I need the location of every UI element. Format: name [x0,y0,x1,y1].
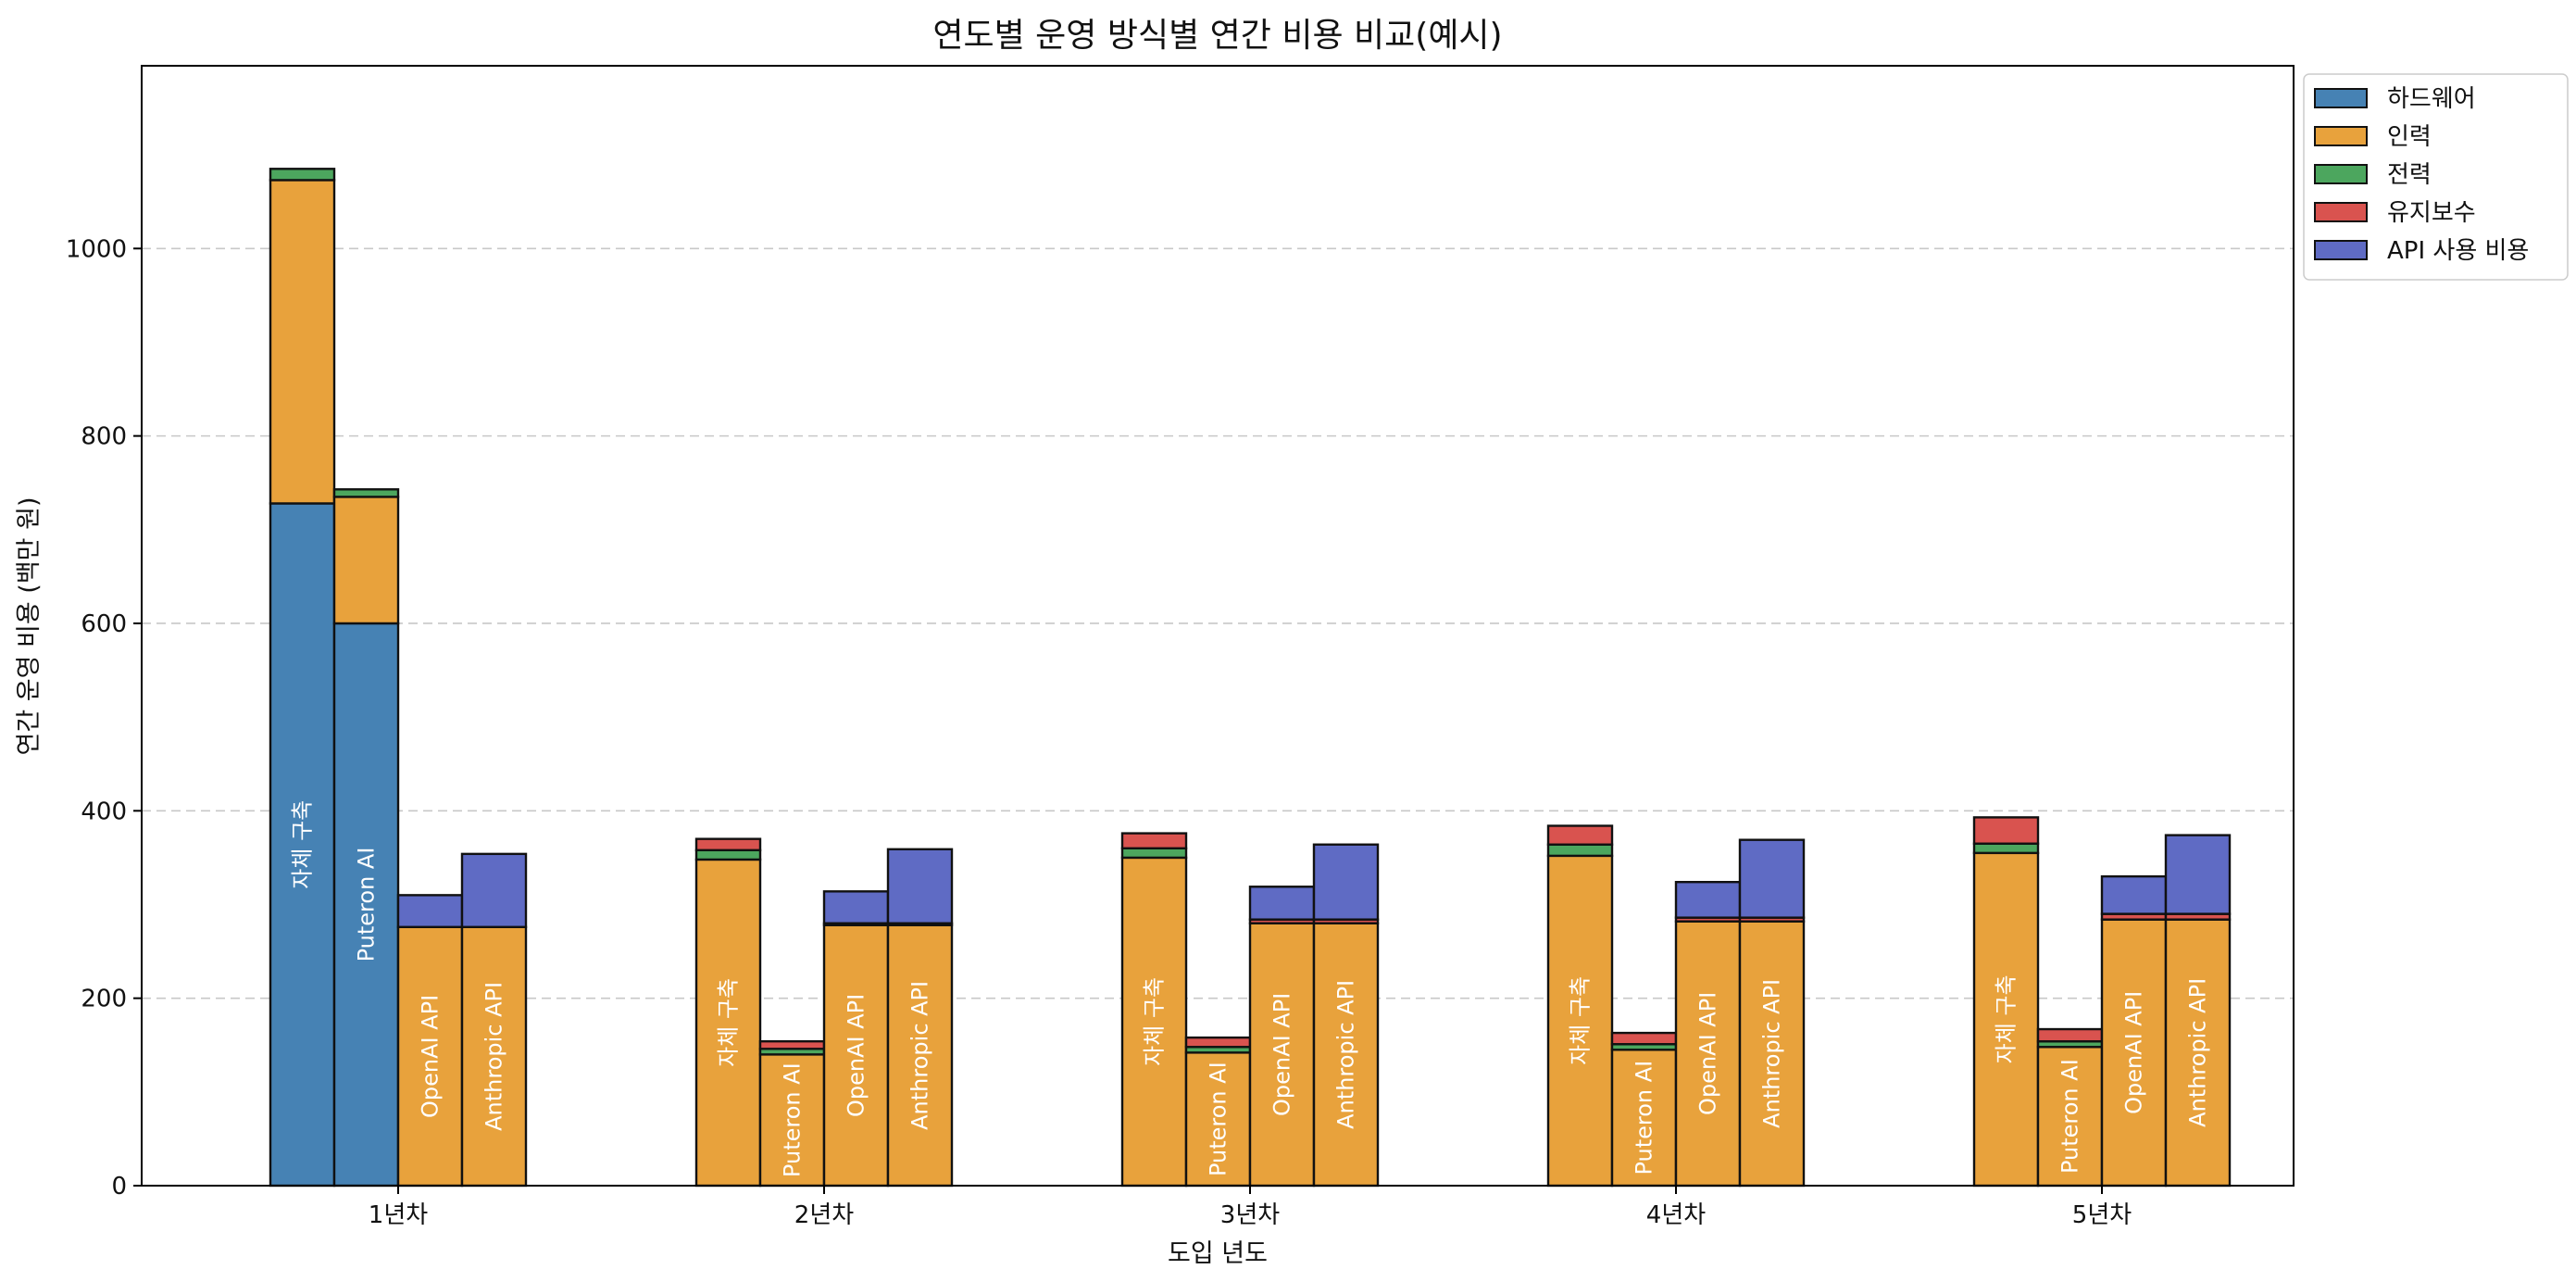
bar-segment-인력-2-5 [2036,1046,2104,1188]
bar-segment-API-사용-비용-3-1 [396,894,464,928]
bar-segment-유지보수-1-5 [1972,816,2040,845]
bar-segment-API-사용-비용-4-5 [2164,834,2232,915]
legend-frame [2303,73,2569,281]
legend-label-2: 인력 [2387,123,2432,151]
bar-segment-유지보수-2-3 [1184,1036,1252,1049]
y-tick-label-600: 600 [81,610,127,638]
x-tick-label-3: 3년차 [1220,1201,1280,1229]
bar-label-1-1: 자체 구축 [290,800,316,889]
bar-label-3-2: OpenAI API [844,994,869,1117]
bar-segment-API-사용-비용-3-5 [2100,874,2168,915]
legend-label-4: 유지보수 [2387,199,2476,227]
chart-title: 연도별 운영 방식별 연간 비용 비교(예시) [932,17,1502,55]
bar-segment-인력-3-5 [2100,918,2168,1188]
bar-label-3-4: OpenAI API [1695,992,1721,1115]
x-tick-label-4: 4년차 [1646,1201,1706,1229]
bar-segment-API-사용-비용-3-2 [822,890,890,924]
bar-segment-유지보수-1-2 [694,837,762,852]
bar-label-2-4: Puteron AI [1632,1061,1657,1175]
legend-swatch-1 [2314,88,2368,108]
bar-label-4-2: Anthropic API [907,981,933,1130]
bar-segment-전력-1-2 [694,848,762,861]
legend-label-1: 하드웨어 [2387,85,2476,113]
bar-segment-유지보수-2-2 [758,1039,826,1050]
bar-label-2-1: Puteron AI [354,848,380,962]
y-tick-label-400: 400 [81,798,127,825]
legend-swatch-3 [2314,164,2368,184]
bar-segment-전력-1-3 [1120,847,1188,860]
bar-segment-전력-1-5 [1972,842,2040,855]
bar-segment-유지보수-1-3 [1120,832,1188,849]
bar-label-4-1: Anthropic API [481,982,507,1131]
bar-segment-API-사용-비용-4-4 [1738,838,1806,919]
bar-segment-인력-2-1 [332,496,400,625]
bar-segment-인력-1-1 [269,179,336,505]
bar-label-2-2: Puteron AI [780,1062,806,1177]
bar-segment-하드웨어-1-1 [269,502,336,1188]
bar-segment-전력-2-1 [332,488,400,498]
bar-label-3-3: OpenAI API [1269,993,1295,1116]
legend-swatch-4 [2314,202,2368,222]
y-tick-label-0: 0 [111,1173,127,1200]
y-tick-label-1000: 1000 [66,235,127,263]
bar-segment-전력-1-4 [1546,843,1614,858]
legend-label-3: 전력 [2387,161,2432,189]
bar-segment-API-사용-비용-4-3 [1312,843,1380,921]
bar-segment-API-사용-비용-4-2 [886,848,954,924]
bar-label-4-3: Anthropic API [1333,980,1359,1129]
bar-segment-인력-3-1 [396,925,464,1188]
bar-label-4-5: Anthropic API [2185,978,2211,1127]
bar-label-1-4: 자체 구축 [1568,976,1594,1065]
x-axis-label: 도입 년도 [1168,1239,1268,1268]
bar-segment-API-사용-비용-3-3 [1248,886,1316,921]
bar-label-4-4: Anthropic API [1759,979,1785,1128]
legend-swatch-5 [2314,240,2368,260]
bar-segment-API-사용-비용-4-1 [460,852,528,928]
bar-label-2-5: Puteron AI [2057,1059,2083,1174]
bar-label-1-2: 자체 구축 [716,978,742,1067]
y-tick-label-800: 800 [81,423,127,451]
x-tick-label-5: 5년차 [2072,1201,2132,1229]
bar-label-1-5: 자체 구축 [1994,974,2020,1063]
bar-label-3-1: OpenAI API [418,995,444,1118]
bar-segment-API-사용-비용-3-4 [1674,881,1742,919]
bar-segment-인력-3-4 [1674,920,1742,1188]
y-axis-label: 연간 운영 비용 (백만 원) [15,497,44,756]
bar-label-3-5: OpenAI API [2121,991,2147,1114]
legend-swatch-2 [2314,126,2368,146]
bar-segment-인력-4-4 [1738,920,1806,1188]
x-tick-label-2: 2년차 [794,1201,854,1229]
bar-segment-유지보수-2-5 [2036,1027,2104,1043]
x-tick-label-1: 1년차 [369,1201,428,1229]
y-tick-label-200: 200 [81,986,127,1013]
bar-segment-전력-1-1 [269,168,336,182]
bar-label-1-3: 자체 구축 [1142,977,1168,1066]
bar-segment-인력-4-3 [1312,922,1380,1188]
bar-segment-유지보수-1-4 [1546,824,1614,846]
bar-segment-유지보수-2-4 [1610,1031,1678,1046]
bar-label-2-3: Puteron AI [1206,1062,1232,1176]
legend-label-5: API 사용 비용 [2387,237,2529,265]
plot-area-frame [141,65,2295,1187]
